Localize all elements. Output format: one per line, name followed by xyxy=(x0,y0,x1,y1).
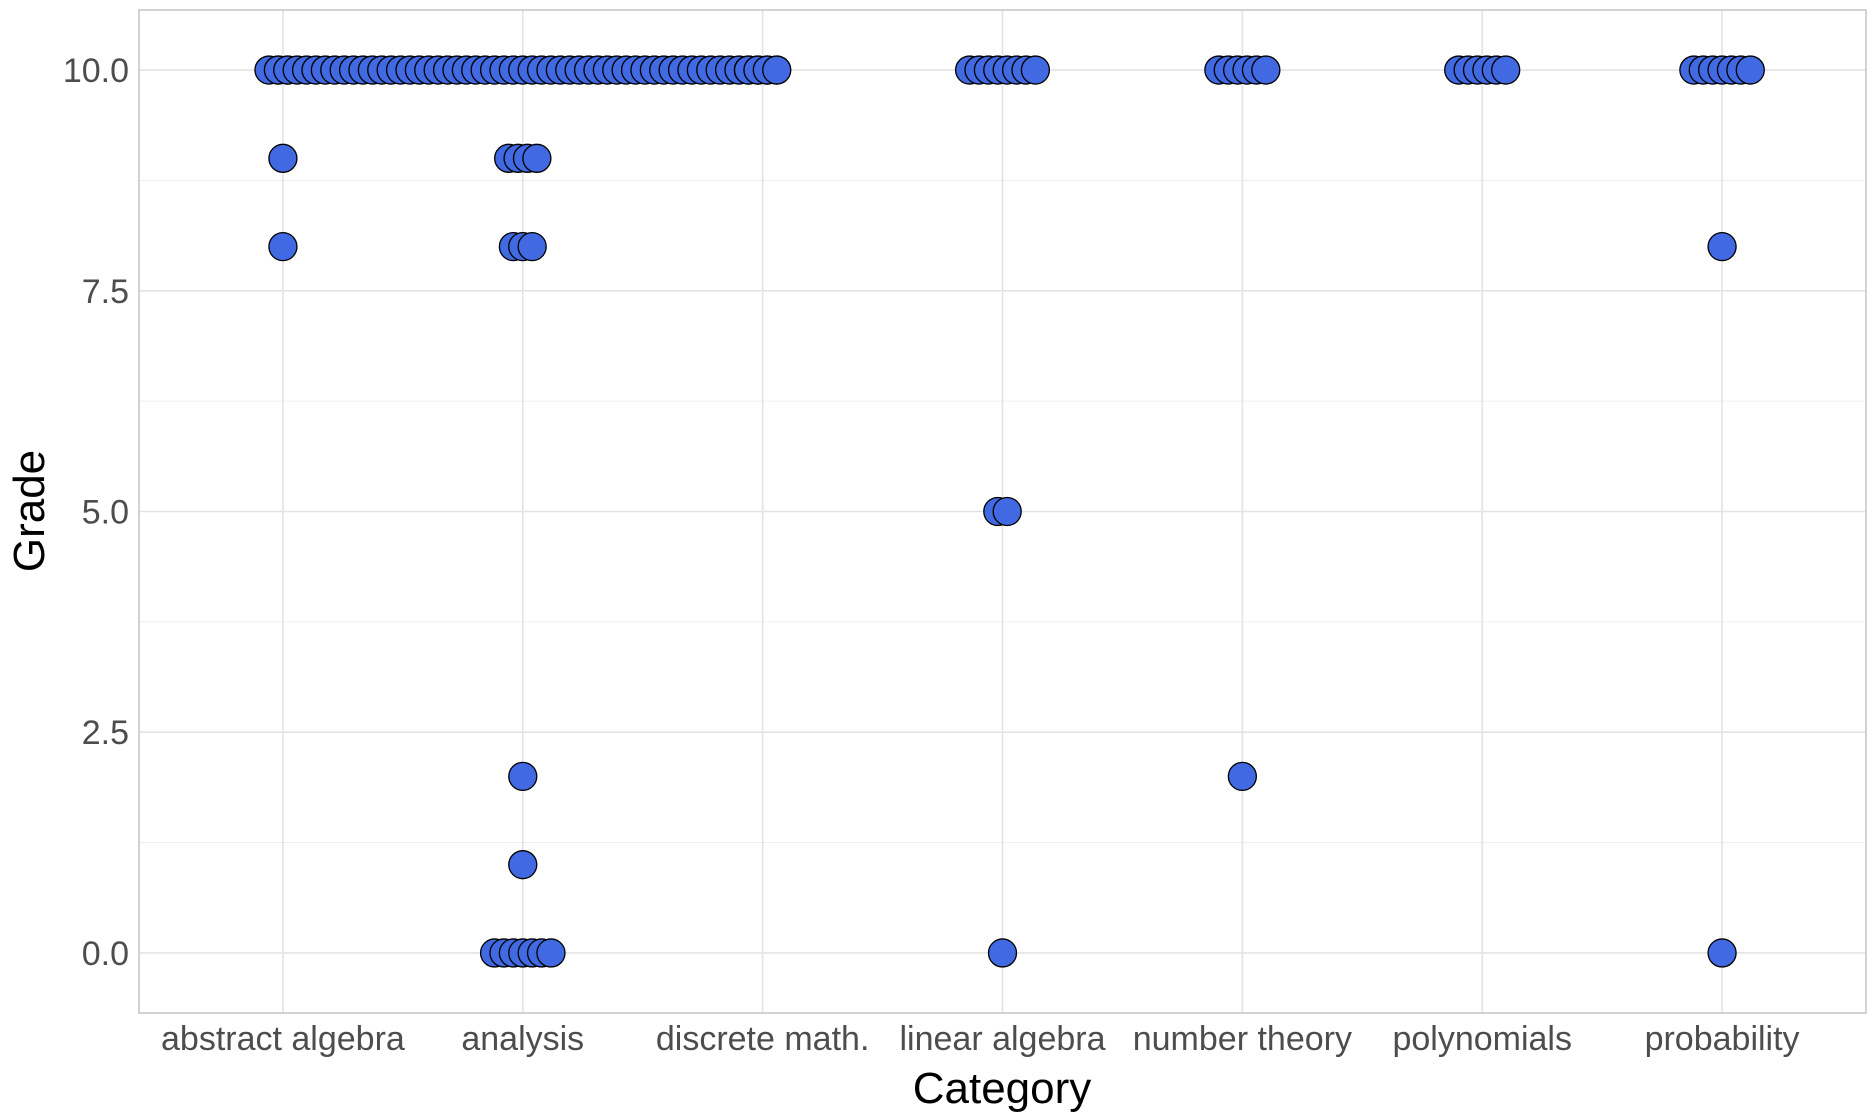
y-tick-label: 2.5 xyxy=(82,714,129,752)
data-point xyxy=(508,850,538,880)
x-tick-label: polynomials xyxy=(1392,1020,1572,1058)
y-tick-label: 10.0 xyxy=(63,52,129,90)
x-tick-label: discrete math. xyxy=(656,1020,870,1058)
data-point xyxy=(268,143,298,173)
data-point xyxy=(508,761,538,792)
data-point xyxy=(1020,55,1051,85)
x-axis-tick-labels: abstract algebra analysis discrete math. li… xyxy=(161,1020,1800,1058)
data-point xyxy=(522,143,552,173)
data-point xyxy=(992,496,1022,527)
data-point xyxy=(1707,938,1737,968)
x-tick-label: abstract algebra xyxy=(161,1020,405,1058)
data-point xyxy=(517,231,547,262)
x-tick-label: analysis xyxy=(461,1020,584,1058)
x-tick-label: linear algebra xyxy=(899,1020,1105,1058)
plot-panel-border xyxy=(138,9,1867,1014)
data-point xyxy=(762,55,792,85)
y-axis-title: Grade xyxy=(5,450,54,572)
data-point xyxy=(1707,231,1737,262)
data-point xyxy=(987,938,1018,968)
y-axis-tick-labels: 0.0 2.5 5.0 7.5 10.0 xyxy=(63,52,129,973)
x-axis-title: Category xyxy=(913,1064,1092,1113)
data-point xyxy=(1491,55,1521,85)
x-tick-label: probability xyxy=(1645,1020,1800,1058)
y-tick-label: 7.5 xyxy=(82,273,129,311)
y-tick-label: 0.0 xyxy=(82,935,129,973)
data-points xyxy=(254,55,1765,968)
data-point xyxy=(268,231,298,262)
data-point xyxy=(1251,55,1281,85)
data-point xyxy=(1227,761,1258,792)
data-point xyxy=(1735,55,1765,85)
x-tick-label: number theory xyxy=(1133,1020,1352,1058)
data-point xyxy=(536,938,566,968)
y-tick-label: 5.0 xyxy=(82,494,129,532)
